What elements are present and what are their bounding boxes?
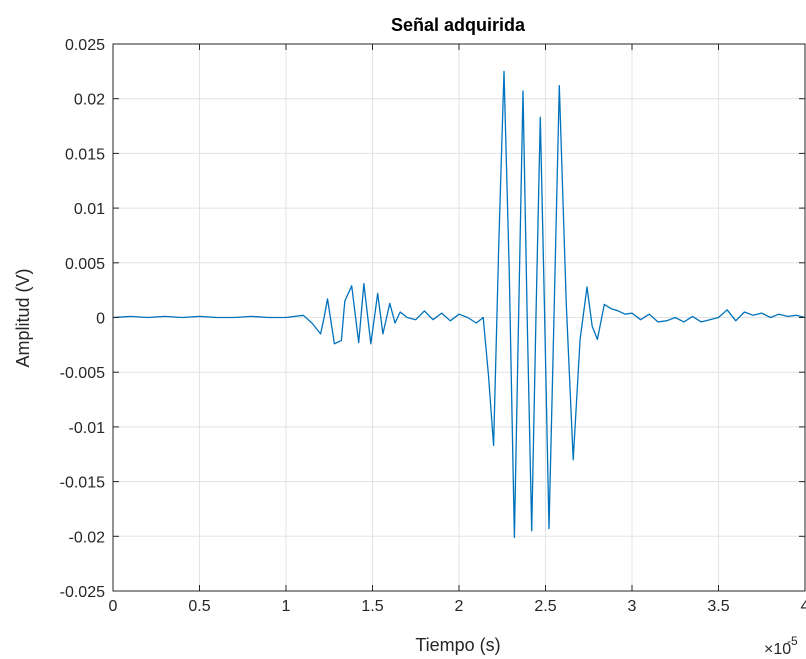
y-tick-label: -0.02 [69, 529, 106, 546]
y-axis-label: Amplitud (V) [13, 268, 33, 367]
y-tick-label: 0.025 [65, 37, 105, 54]
signal-line [112, 70, 806, 539]
x-tick-label: 0 [109, 598, 118, 615]
x-tick-label: 0.5 [188, 598, 210, 615]
y-tick-label: 0 [96, 311, 105, 328]
x-exponent-base: ×10 [764, 641, 791, 658]
y-tick-label: 0.005 [65, 256, 105, 273]
chart-title: Señal adquirida [391, 15, 526, 35]
x-tick-label: 2 [455, 598, 464, 615]
y-tick-label: 0.02 [74, 92, 105, 109]
grid-lines [113, 44, 805, 591]
x-tick-label: 1 [282, 598, 291, 615]
y-tick-label: 0.015 [65, 146, 105, 163]
x-tick-label: 2.5 [534, 598, 556, 615]
x-exponent-power: -5 [787, 634, 798, 648]
y-tick-label: -0.005 [60, 365, 105, 382]
x-tick-label: 1.5 [361, 598, 383, 615]
y-tick-label: -0.025 [60, 584, 105, 601]
x-tick-label: 3.5 [707, 598, 729, 615]
axes: 0 0.5 1 1.5 2 2.5 3 3.5 4 0.025 0.02 0.015 0.01 0.005… [60, 37, 806, 615]
y-tick-label: 0.01 [74, 201, 105, 218]
x-exponent-label: ×10 -5 [764, 634, 798, 658]
y-tick-label: -0.015 [60, 475, 105, 492]
x-axis-label: Tiempo (s) [415, 635, 500, 655]
x-tick-label: 3 [628, 598, 637, 615]
y-tick-label: -0.01 [69, 420, 106, 437]
series-layer [112, 70, 806, 539]
x-tick-label: 4 [801, 598, 806, 615]
